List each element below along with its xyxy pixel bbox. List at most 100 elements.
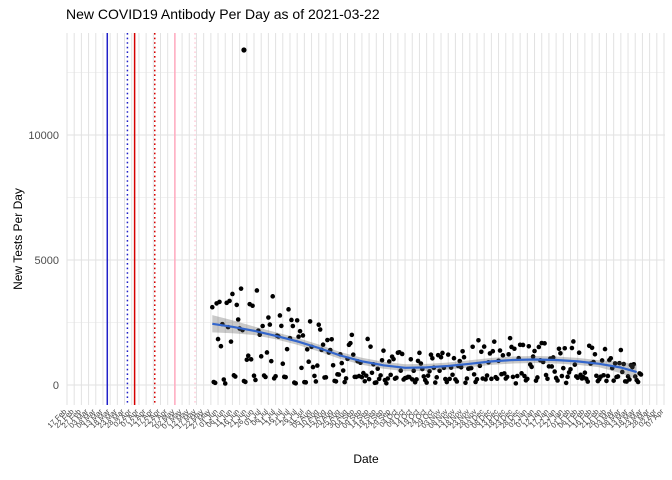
data-point xyxy=(454,379,460,384)
data-point xyxy=(385,376,391,381)
data-point xyxy=(556,346,562,352)
data-point xyxy=(280,361,286,367)
data-point xyxy=(384,380,389,386)
data-point xyxy=(388,372,393,378)
data-point xyxy=(315,363,320,368)
data-point xyxy=(526,344,532,349)
data-point xyxy=(451,355,457,361)
data-point xyxy=(320,342,326,348)
data-point xyxy=(530,354,536,359)
data-point xyxy=(300,333,306,338)
data-point xyxy=(421,374,427,379)
data-point xyxy=(258,354,264,359)
data-point xyxy=(612,361,618,366)
data-point xyxy=(233,374,238,379)
data-point xyxy=(464,376,470,381)
data-point xyxy=(425,373,431,378)
data-point xyxy=(218,343,224,349)
data-point xyxy=(268,358,274,364)
data-point xyxy=(572,362,578,367)
data-point xyxy=(558,351,563,356)
data-point xyxy=(575,375,580,381)
data-point xyxy=(307,319,313,324)
data-point xyxy=(230,291,235,297)
data-point xyxy=(545,376,550,382)
smooth-trend-line xyxy=(212,322,637,374)
data-point xyxy=(470,344,475,350)
data-point xyxy=(267,322,273,327)
data-point xyxy=(418,361,424,366)
data-point xyxy=(440,350,445,356)
data-point xyxy=(424,380,429,385)
data-point xyxy=(561,365,566,371)
data-point xyxy=(359,374,365,380)
data-point xyxy=(290,323,296,329)
data-point xyxy=(458,364,464,370)
data-point xyxy=(576,350,582,356)
data-point xyxy=(386,359,392,364)
data-point xyxy=(227,298,232,304)
data-point xyxy=(457,358,463,364)
data-point xyxy=(350,352,356,357)
data-point xyxy=(506,352,511,357)
data-point xyxy=(507,335,513,341)
data-point xyxy=(602,346,608,352)
data-point xyxy=(296,334,301,339)
data-point xyxy=(323,375,329,380)
data-point xyxy=(381,348,386,353)
data-point xyxy=(490,348,496,354)
data-point xyxy=(378,373,383,378)
data-point xyxy=(552,369,557,374)
data-point xyxy=(312,373,317,379)
data-point xyxy=(601,372,606,378)
data-point xyxy=(513,381,519,386)
data-point xyxy=(325,337,330,343)
data-point xyxy=(263,374,268,380)
data-point xyxy=(293,381,299,386)
data-point xyxy=(615,374,621,379)
data-point xyxy=(379,357,385,363)
data-point xyxy=(279,323,284,329)
data-point xyxy=(638,372,644,377)
data-point xyxy=(471,372,477,377)
data-point xyxy=(437,368,442,374)
data-point xyxy=(362,378,368,384)
data-point xyxy=(635,379,641,385)
data-point xyxy=(481,344,487,349)
data-point xyxy=(631,361,637,367)
data-point xyxy=(562,345,568,351)
data-point xyxy=(514,373,520,379)
data-point xyxy=(248,357,254,362)
data-point xyxy=(408,356,414,362)
data-point xyxy=(363,373,369,378)
data-point xyxy=(376,376,382,382)
y-axis-title: New Tests Per Day xyxy=(11,188,25,290)
data-point xyxy=(417,350,422,356)
data-point xyxy=(254,288,260,293)
data-point xyxy=(565,374,570,380)
y-tick-label: 0 xyxy=(53,380,59,392)
data-point xyxy=(569,345,575,351)
data-point xyxy=(535,375,540,380)
data-point xyxy=(632,374,638,379)
data-point xyxy=(536,344,542,350)
y-axis-tick-labels: 0 5000 10000 xyxy=(28,130,59,392)
data-point xyxy=(460,348,465,354)
data-point xyxy=(474,376,480,382)
data-point xyxy=(257,332,263,338)
data-point xyxy=(621,361,627,367)
data-point xyxy=(215,336,221,342)
data-point xyxy=(375,366,381,372)
data-point xyxy=(409,377,415,382)
data-point xyxy=(599,358,605,363)
data-point xyxy=(260,323,265,329)
data-point xyxy=(512,346,517,352)
data-point xyxy=(491,339,497,344)
data-point xyxy=(235,317,241,322)
y-tick-label: 5000 xyxy=(35,255,59,267)
data-point xyxy=(550,355,556,360)
data-point xyxy=(604,378,609,384)
data-point xyxy=(450,372,455,378)
